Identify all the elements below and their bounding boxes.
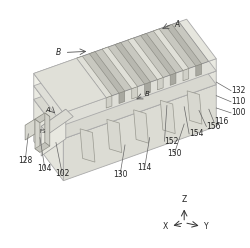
Text: A: A: [45, 107, 50, 113]
Polygon shape: [63, 85, 216, 181]
Polygon shape: [76, 56, 112, 98]
Text: B: B: [56, 48, 61, 57]
Text: 102: 102: [55, 169, 69, 178]
Text: 152: 152: [164, 137, 179, 146]
Polygon shape: [34, 86, 63, 139]
Text: B: B: [145, 92, 150, 97]
Polygon shape: [154, 29, 189, 70]
Polygon shape: [196, 64, 202, 76]
Polygon shape: [35, 119, 40, 152]
Text: Z: Z: [182, 195, 187, 204]
Polygon shape: [144, 82, 150, 94]
Polygon shape: [89, 52, 125, 93]
Text: 100: 100: [231, 108, 246, 117]
Polygon shape: [34, 19, 216, 113]
Polygon shape: [34, 99, 63, 181]
Polygon shape: [45, 113, 50, 146]
Text: 154: 154: [189, 129, 204, 138]
Polygon shape: [132, 87, 138, 99]
Polygon shape: [35, 143, 50, 152]
Text: FS: FS: [39, 129, 46, 134]
Polygon shape: [166, 24, 202, 66]
Polygon shape: [34, 58, 106, 113]
Polygon shape: [25, 119, 35, 140]
Polygon shape: [34, 45, 216, 139]
Polygon shape: [34, 73, 63, 125]
Polygon shape: [41, 109, 73, 134]
Text: 114: 114: [138, 163, 152, 172]
Polygon shape: [158, 77, 163, 90]
Text: X: X: [163, 222, 168, 231]
Polygon shape: [115, 43, 150, 84]
Polygon shape: [41, 109, 66, 156]
Text: 104: 104: [38, 164, 52, 173]
Polygon shape: [80, 129, 95, 162]
Text: 156: 156: [206, 122, 221, 131]
Text: 128: 128: [18, 156, 32, 165]
Polygon shape: [34, 31, 216, 125]
Polygon shape: [183, 68, 189, 81]
Text: Y: Y: [204, 222, 209, 231]
Polygon shape: [106, 96, 112, 108]
Text: 150: 150: [167, 149, 182, 158]
Polygon shape: [119, 91, 125, 103]
Text: A: A: [174, 20, 180, 29]
Polygon shape: [170, 73, 176, 85]
Polygon shape: [63, 71, 216, 139]
Polygon shape: [102, 47, 138, 89]
Polygon shape: [160, 100, 175, 134]
Polygon shape: [140, 33, 176, 75]
Polygon shape: [76, 22, 208, 98]
Text: 116: 116: [214, 117, 228, 126]
Polygon shape: [128, 38, 163, 80]
Polygon shape: [35, 113, 50, 123]
Text: 130: 130: [113, 170, 127, 179]
Polygon shape: [63, 59, 216, 125]
Polygon shape: [107, 119, 122, 153]
Text: 110: 110: [231, 97, 246, 106]
Text: 132: 132: [231, 86, 246, 95]
Polygon shape: [187, 91, 202, 124]
Polygon shape: [134, 110, 148, 143]
